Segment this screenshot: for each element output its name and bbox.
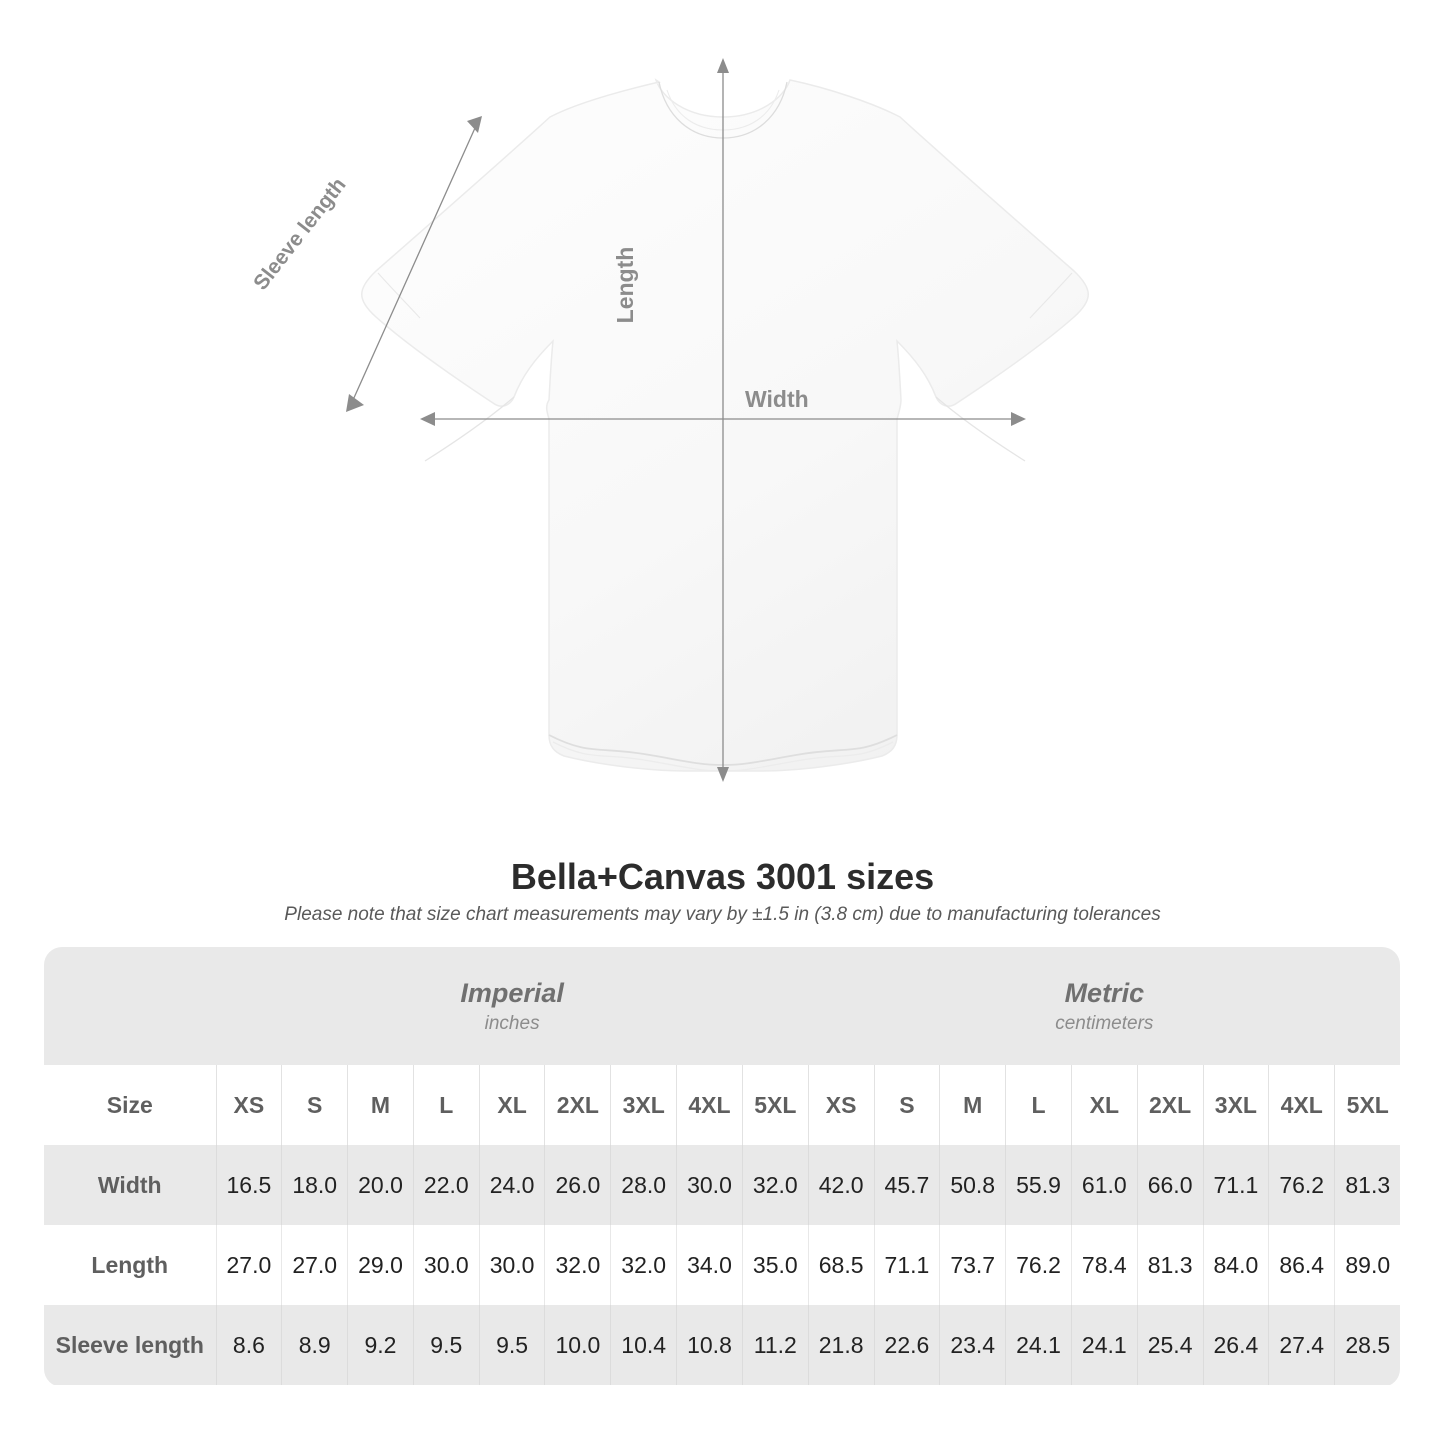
svg-text:Sleeve length: Sleeve length xyxy=(249,174,350,295)
svg-text:Width: Width xyxy=(745,386,809,412)
svg-text:Length: Length xyxy=(612,247,638,324)
